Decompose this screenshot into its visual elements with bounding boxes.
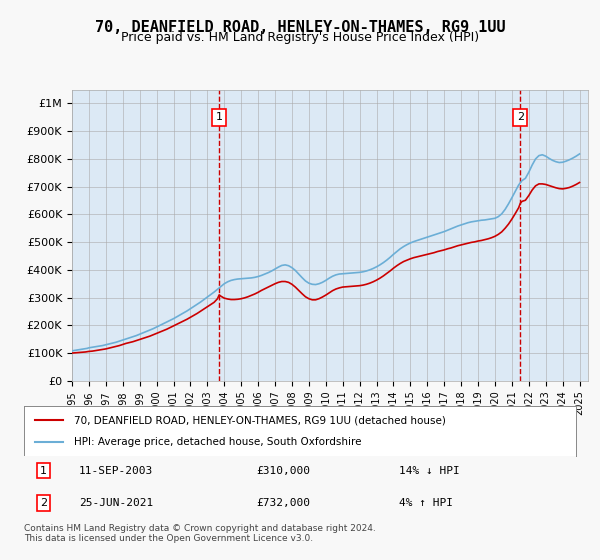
- Text: 2: 2: [517, 113, 524, 122]
- Text: Price paid vs. HM Land Registry's House Price Index (HPI): Price paid vs. HM Land Registry's House …: [121, 31, 479, 44]
- Text: 4% ↑ HPI: 4% ↑ HPI: [400, 498, 454, 508]
- Text: 70, DEANFIELD ROAD, HENLEY-ON-THAMES, RG9 1UU (detached house): 70, DEANFIELD ROAD, HENLEY-ON-THAMES, RG…: [74, 415, 446, 425]
- Text: 11-SEP-2003: 11-SEP-2003: [79, 465, 154, 475]
- Text: 25-JUN-2021: 25-JUN-2021: [79, 498, 154, 508]
- Text: 70, DEANFIELD ROAD, HENLEY-ON-THAMES, RG9 1UU: 70, DEANFIELD ROAD, HENLEY-ON-THAMES, RG…: [95, 20, 505, 35]
- Text: £310,000: £310,000: [256, 465, 310, 475]
- Text: 2: 2: [40, 498, 47, 508]
- Text: £732,000: £732,000: [256, 498, 310, 508]
- Text: 1: 1: [215, 113, 223, 122]
- Text: HPI: Average price, detached house, South Oxfordshire: HPI: Average price, detached house, Sout…: [74, 437, 361, 447]
- Text: 1: 1: [40, 465, 47, 475]
- Text: 14% ↓ HPI: 14% ↓ HPI: [400, 465, 460, 475]
- Text: Contains HM Land Registry data © Crown copyright and database right 2024.
This d: Contains HM Land Registry data © Crown c…: [24, 524, 376, 543]
